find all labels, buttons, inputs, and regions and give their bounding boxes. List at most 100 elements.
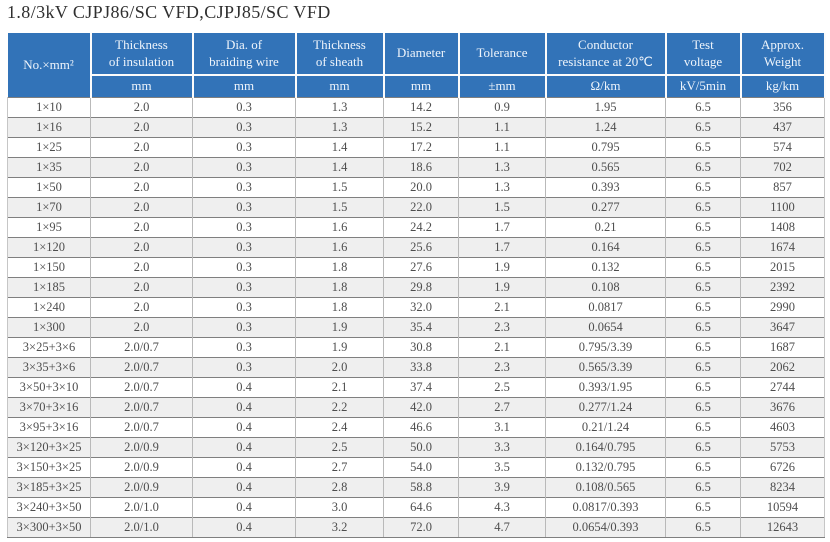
table-cell: 6.5 [665,517,741,538]
table-cell: 3676 [740,397,825,418]
table-row: 3×70+3×16 2.0/0.7 0.4 2.2 42.0 2.7 0.277/1.24 6… [7,397,825,418]
table-cell: 0.3 [192,357,296,378]
table-cell: 2.0 [90,117,193,138]
table-row: 1×185 2.0 0.3 1.8 29.8 1.9 0.108 6.5 2392 [7,277,825,298]
table-cell: 1.4 [295,137,384,158]
table-cell: 702 [740,157,825,178]
table-cell: 25.6 [383,237,459,258]
table-cell: 0.3 [192,297,296,318]
table-cell: 2.0 [90,277,193,298]
table-cell: 2.0 [90,137,193,158]
table-cell: 6.5 [665,137,741,158]
table-cell: 6.5 [665,297,741,318]
table-cell: 30.8 [383,337,459,358]
table-cell: 857 [740,177,825,198]
table-cell: 0.565 [545,157,666,178]
table-cell: 1.24 [545,117,666,138]
table-cell: 2.0/0.7 [90,337,193,358]
table-cell: 1.6 [295,237,384,258]
table-cell: 2.0 [90,177,193,198]
table-row: 1×150 2.0 0.3 1.8 27.6 1.9 0.132 6.5 2015 [7,257,825,278]
table-cell: 24.2 [383,217,459,238]
unit-cell: Ω/km [545,74,667,98]
table-cell: 0.393 [545,177,666,198]
table-body: 1×10 2.0 0.3 1.3 14.2 0.9 1.95 6.5 356 1×16 2.0 0.3… [7,97,825,538]
table-cell: 0.3 [192,317,296,338]
table-row: 3×35+3×6 2.0/0.7 0.3 2.0 33.8 2.3 0.565/3.39 6.… [7,357,825,378]
table-cell: 6.5 [665,257,741,278]
table-cell: 3×70+3×16 [7,397,91,418]
table-cell: 1.3 [295,117,384,138]
table-cell: 2015 [740,257,825,278]
table-cell: 2.4 [295,417,384,438]
table-cell: 0.0817 [545,297,666,318]
unit-cell: mm [383,74,460,98]
table-cell: 1.7 [458,217,546,238]
table-cell: 2.5 [295,437,384,458]
table-cell: 6.5 [665,277,741,298]
table-row: 1×70 2.0 0.3 1.5 22.0 1.5 0.277 6.5 1100 [7,197,825,218]
table-cell: 2.0/1.0 [90,497,193,518]
table-cell: 0.4 [192,377,296,398]
table-cell: 6.5 [665,177,741,198]
table-row: 3×50+3×10 2.0/0.7 0.4 2.1 37.4 2.5 0.393/1.95 6… [7,377,825,398]
table-cell: 3.0 [295,497,384,518]
table-cell: 2.7 [295,457,384,478]
table-cell: 0.4 [192,477,296,498]
table-cell: 2990 [740,297,825,318]
table-cell: 18.6 [383,157,459,178]
unit-cell: mm [192,74,297,98]
table-cell: 1.8 [295,297,384,318]
table-cell: 3×240+3×50 [7,497,91,518]
table-cell: 0.3 [192,177,296,198]
table-cell: 2.3 [458,357,546,378]
table-cell: 0.277/1.24 [545,397,666,418]
table-cell: 6726 [740,457,825,478]
table-cell: 12643 [740,517,825,538]
table-cell: 2.0/0.7 [90,377,193,398]
table-cell: 3.1 [458,417,546,438]
table-cell: 6.5 [665,397,741,418]
table-cell: 3×150+3×25 [7,457,91,478]
table-cell: 64.6 [383,497,459,518]
table-cell: 22.0 [383,197,459,218]
table-cell: 3×120+3×25 [7,437,91,458]
table-cell: 2.0 [90,197,193,218]
unit-cell: ±mm [458,74,547,98]
table-cell: 3.5 [458,457,546,478]
table-cell: 1×120 [7,237,91,258]
table-cell: 3×50+3×10 [7,377,91,398]
table-cell: 2.0/0.9 [90,437,193,458]
table-cell: 2.1 [295,377,384,398]
table-row: 1×25 2.0 0.3 1.4 17.2 1.1 0.795 6.5 574 [7,137,825,158]
table-cell: 1×35 [7,157,91,178]
table-cell: 2392 [740,277,825,298]
table-row: 1×35 2.0 0.3 1.4 18.6 1.3 0.565 6.5 702 [7,157,825,178]
table-cell: 0.3 [192,197,296,218]
table-cell: 0.3 [192,257,296,278]
table-cell: 10594 [740,497,825,518]
table-cell: 33.8 [383,357,459,378]
table-cell: 1100 [740,197,825,218]
table-cell: 2.0 [90,157,193,178]
header-row-main: No.×mm² Thickness of insulation Dia. of bra… [7,33,826,98]
table-cell: 1.9 [295,337,384,358]
table-cell: 4603 [740,417,825,438]
table-cell: 2.0 [90,237,193,258]
table-row: 1×95 2.0 0.3 1.6 24.2 1.7 0.21 6.5 1408 [7,217,825,238]
table-cell: 1.9 [295,317,384,338]
table-cell: 20.0 [383,177,459,198]
table-cell: 0.3 [192,137,296,158]
table-cell: 1×95 [7,217,91,238]
table-row: 3×300+3×50 2.0/1.0 0.4 3.2 72.0 4.7 0.0654/0.3… [7,517,825,538]
table-cell: 2.0/0.7 [90,357,193,378]
table-cell: 2.0/0.9 [90,477,193,498]
table-cell: 6.5 [665,477,741,498]
table-cell: 6.5 [665,197,741,218]
table-cell: 2.8 [295,477,384,498]
column-header-size: No.×mm² [7,33,92,98]
table-cell: 6.5 [665,157,741,178]
table-cell: 1×25 [7,137,91,158]
table-cell: 1.1 [458,117,546,138]
table-cell: 50.0 [383,437,459,458]
